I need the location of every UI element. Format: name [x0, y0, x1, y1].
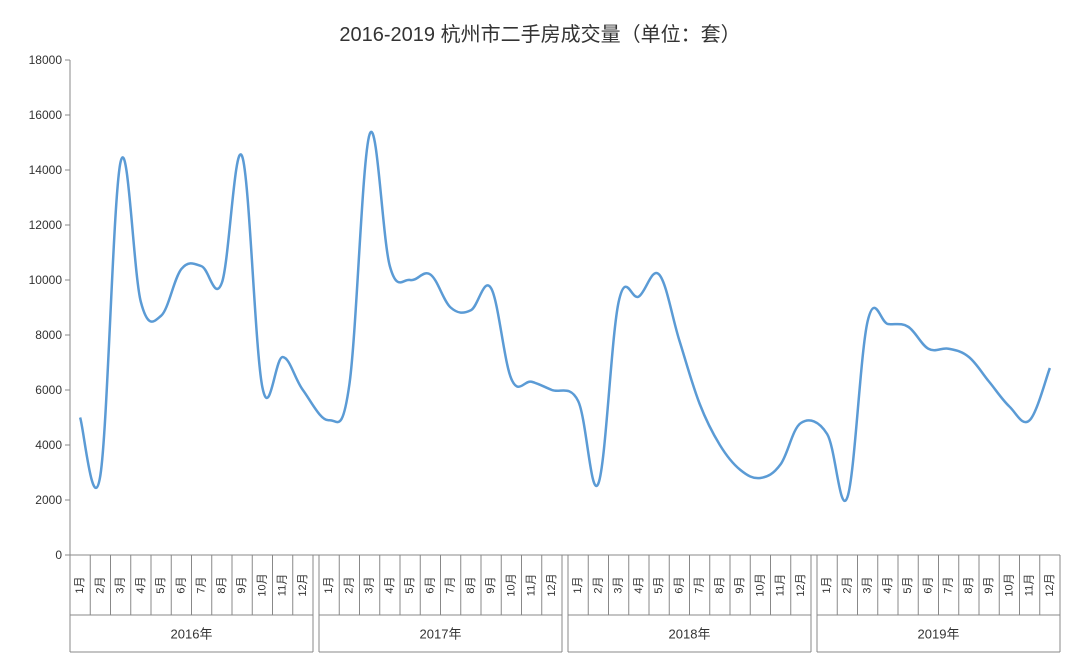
- y-tick-label: 6000: [35, 383, 62, 397]
- x-month-label: 5月: [653, 576, 665, 593]
- x-month-label: 9月: [734, 576, 746, 593]
- x-month-label: 6月: [922, 576, 934, 593]
- x-month-label: 1月: [323, 576, 335, 593]
- x-month-label: 5月: [902, 576, 914, 593]
- x-year-label: 2019年: [918, 627, 960, 642]
- x-month-label: 4月: [633, 576, 645, 593]
- y-tick-label: 4000: [35, 438, 62, 452]
- x-month-label: 8月: [465, 576, 477, 593]
- x-month-label: 10月: [1003, 573, 1015, 596]
- x-month-label: 3月: [115, 576, 127, 593]
- x-month-label: 4月: [135, 576, 147, 593]
- x-month-label: 7月: [445, 576, 457, 593]
- x-month-label: 6月: [673, 576, 685, 593]
- x-month-label: 5月: [155, 576, 167, 593]
- x-month-label: 1月: [572, 576, 584, 593]
- x-month-label: 2月: [841, 576, 853, 593]
- x-month-label: 7月: [943, 576, 955, 593]
- x-month-label: 7月: [694, 576, 706, 593]
- x-month-label: 1月: [821, 576, 833, 593]
- y-tick-label: 16000: [29, 108, 63, 122]
- x-month-label: 3月: [613, 576, 625, 593]
- x-month-label: 9月: [485, 576, 497, 593]
- y-tick-label: 10000: [29, 273, 63, 287]
- x-month-label: 12月: [1044, 573, 1056, 596]
- x-month-label: 11月: [1024, 574, 1036, 596]
- x-month-label: 9月: [236, 576, 248, 593]
- x-month-label: 2月: [94, 576, 106, 593]
- x-month-label: 1月: [74, 576, 86, 593]
- y-tick-label: 18000: [29, 53, 63, 67]
- x-month-label: 12月: [795, 573, 807, 596]
- x-month-label: 8月: [714, 576, 726, 593]
- x-month-label: 5月: [404, 576, 416, 593]
- x-year-label: 2016年: [171, 627, 213, 642]
- x-month-label: 11月: [277, 574, 289, 596]
- chart-title: 2016-2019 杭州市二手房成交量（单位：套）: [0, 18, 1080, 47]
- x-month-label: 12月: [546, 573, 558, 596]
- x-month-label: 4月: [882, 576, 894, 593]
- x-month-label: 2月: [343, 576, 355, 593]
- x-month-label: 10月: [256, 573, 268, 596]
- y-tick-label: 14000: [29, 163, 63, 177]
- x-month-label: 7月: [196, 576, 208, 593]
- x-month-label: 6月: [424, 576, 436, 593]
- x-month-label: 6月: [175, 576, 187, 593]
- x-month-label: 10月: [754, 573, 766, 596]
- x-month-label: 8月: [963, 576, 975, 593]
- x-month-label: 10月: [505, 573, 517, 596]
- x-month-label: 3月: [862, 576, 874, 593]
- y-tick-label: 2000: [35, 493, 62, 507]
- y-tick-label: 0: [55, 548, 62, 562]
- x-month-label: 4月: [384, 576, 396, 593]
- chart-container: 2016-2019 杭州市二手房成交量（单位：套） 0 2000 4000 6000 8…: [0, 0, 1080, 657]
- x-month-label: 11月: [775, 574, 787, 596]
- x-year-label: 2018年: [669, 627, 711, 642]
- x-month-label: 2月: [592, 576, 604, 593]
- x-month-label: 9月: [983, 576, 995, 593]
- x-year-label: 2017年: [420, 627, 462, 642]
- x-month-label: 11月: [526, 574, 538, 596]
- x-month-label: 8月: [216, 576, 228, 593]
- x-month-label: 3月: [364, 576, 376, 593]
- y-tick-label: 8000: [35, 328, 62, 342]
- line-chart: 0 2000 4000 6000 8000 10000 12000 14000 16000 180…: [0, 0, 1080, 657]
- y-tick-label: 12000: [29, 218, 63, 232]
- x-month-label: 12月: [297, 573, 309, 596]
